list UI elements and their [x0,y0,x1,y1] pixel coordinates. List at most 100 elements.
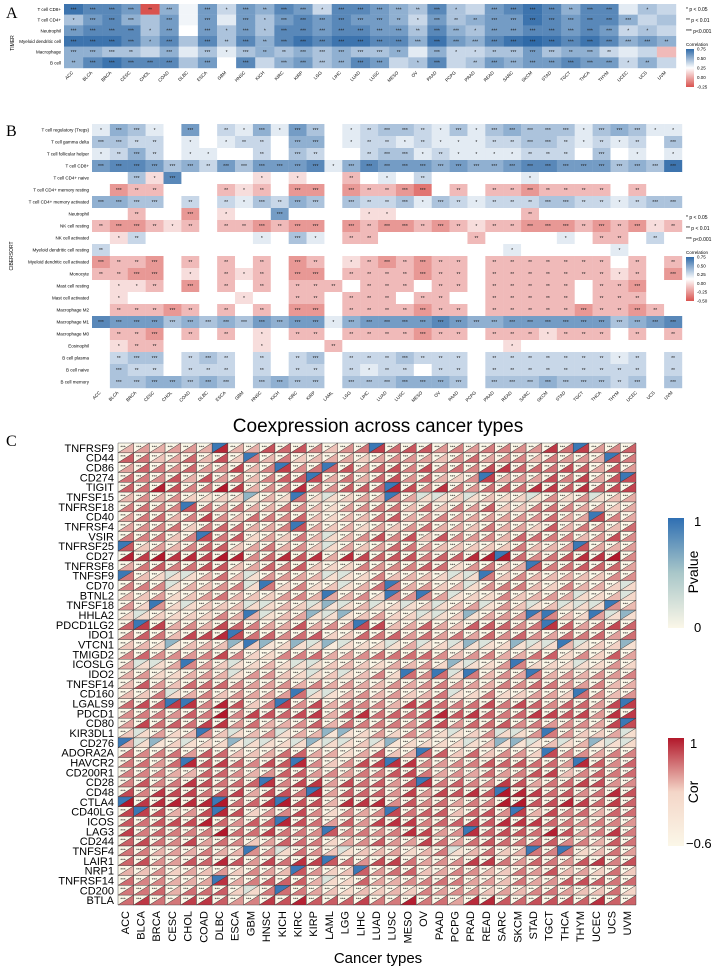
significance-mark: *** [356,729,362,734]
significance-mark: *** [136,749,142,754]
significance-mark: *** [152,272,158,278]
significance-mark: *** [529,582,535,587]
significance-mark: *** [295,188,301,194]
heatmap-cell [503,232,522,245]
significance-mark: *** [147,61,153,67]
significance-mark: *** [419,670,425,675]
heatmap-cell [236,4,256,15]
heatmap-cell [610,160,629,173]
heatmap-cell [312,14,332,26]
heatmap-cell [521,256,540,269]
heatmap-cell [109,136,128,149]
heatmap-cell [293,36,313,47]
heatmap-cell [270,172,289,185]
significance-mark: *** [544,592,550,597]
significance-mark: *** [497,749,503,754]
heatmap-cell [664,136,683,149]
heatmap-cell [664,280,683,293]
significance-mark: *** [434,621,440,626]
heatmap-cell [556,160,575,173]
significance-mark: *** [419,720,425,725]
significance-mark: ** [510,368,514,374]
heatmap-cell [217,14,237,26]
heatmap-cell [395,292,415,305]
panel-a-x-labels: ACC BLCA BRCA CESC CHOL COAD DLBC ESCA GBM HNSC KI… [64,70,667,83]
significance-mark: *** [120,612,126,617]
significance-mark: * [417,18,419,24]
significance-mark: ** [314,260,318,266]
significance-mark: *** [199,474,205,479]
significance-mark: *** [491,39,497,45]
significance-mark: *** [324,553,330,558]
significance-mark: *** [623,661,629,666]
significance-mark: *** [527,188,533,194]
significance-mark: *** [513,454,519,459]
heatmap-cell [610,256,629,269]
significance-mark: *** [262,749,268,754]
significance-mark: *** [387,670,393,675]
heatmap-cell [288,148,307,161]
heatmap-cell [574,268,593,281]
significance-mark: *** [366,380,372,386]
significance-mark: *** [403,700,409,705]
heatmap-cell [521,160,540,173]
heatmap-cell [446,4,466,15]
significance-mark: *** [309,759,315,764]
heatmap-cell [408,14,428,26]
significance-mark: *** [497,680,503,685]
significance-mark: *** [116,128,122,134]
significance-mark: *** [497,592,503,597]
significance-mark: *** [466,523,472,528]
significance-mark: * [225,140,227,146]
significance-mark: *** [199,720,205,725]
significance-mark: *** [246,513,252,518]
heatmap-cell [270,304,289,317]
significance-mark: *** [403,533,409,538]
significance-mark: *** [230,474,236,479]
row-label: B cell memory [60,380,89,385]
significance-mark: *** [340,533,346,538]
significance-mark: * [171,224,173,230]
significance-mark: *** [277,680,283,685]
significance-mark: *** [183,553,189,558]
heatmap-cell [163,268,182,281]
significance-mark: *** [293,720,299,725]
heatmap-cell [324,160,343,173]
significance-mark: *** [434,474,440,479]
heatmap-cell [431,340,450,353]
significance-mark: *** [98,164,104,170]
heatmap-cell [235,208,254,221]
significance-mark: *** [215,720,221,725]
x-tick-label: PRAD [483,390,496,403]
significance-mark: *** [199,739,205,744]
significance-mark: *** [136,592,142,597]
significance-mark: *** [450,523,456,528]
significance-mark: *** [166,7,172,13]
sig-legend-2: ** p < 0.01 [686,18,710,24]
significance-mark: *** [136,454,142,459]
significance-mark: *** [529,651,535,656]
x-tick-label: OV [433,390,441,398]
heatmap-cell [252,148,271,161]
significance-mark: ** [671,332,675,338]
significance-mark: *** [120,513,126,518]
heatmap-cell [324,208,343,221]
heatmap-cell [580,4,600,15]
heatmap-cell [408,25,428,37]
significance-mark: ** [224,188,228,194]
heatmap-cell [306,148,325,161]
significance-mark: *** [183,484,189,489]
significance-mark: *** [277,602,283,607]
heatmap-cell [270,280,289,293]
heatmap-cell [408,57,428,69]
significance-mark: ** [582,356,586,362]
significance-mark: *** [215,494,221,499]
row-label: Myeloid dendritic cell activated [28,260,90,265]
significance-mark: *** [497,523,503,528]
significance-mark: *** [199,670,205,675]
significance-mark: *** [403,720,409,725]
heatmap-cell [199,328,218,341]
significance-mark: *** [606,18,612,24]
significance-mark: ** [473,61,477,67]
heatmap-cell [324,364,343,377]
